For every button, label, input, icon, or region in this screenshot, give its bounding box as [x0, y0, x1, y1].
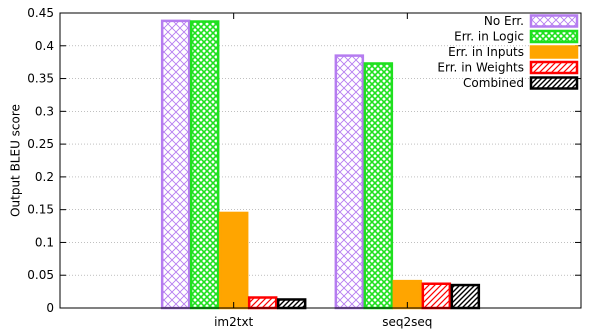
legend-label: Err. in Logic	[454, 30, 524, 44]
bar-im2txt-no-err	[160, 19, 191, 310]
y-tick-label: 0.2	[35, 170, 54, 184]
y-axis-label: Output BLEU score	[9, 104, 23, 217]
bar-im2txt-combined	[276, 298, 307, 310]
bar-seq2seq-err-in-weights	[421, 282, 452, 310]
y-tick-label: 0.45	[27, 6, 54, 20]
bar-seq2seq-err-in-logic	[363, 62, 394, 310]
plot-frame	[59, 12, 582, 309]
bar-im2txt-err-in-inputs	[218, 211, 249, 310]
y-tick-label: 0.4	[35, 39, 54, 53]
y-tick-label: 0.35	[27, 72, 54, 86]
bar-seq2seq-no-err	[334, 54, 365, 310]
legend-label: Combined	[463, 76, 524, 90]
y-tick-label: 0	[46, 301, 54, 315]
y-tick-label: 0.25	[27, 137, 54, 151]
legend-label: Err. in Weights	[437, 61, 524, 75]
y-tick-label: 0.15	[27, 203, 54, 217]
x-tick-label: im2txt	[214, 315, 253, 329]
legend-label: No Err.	[484, 14, 524, 28]
bar-im2txt-err-in-weights	[247, 296, 278, 310]
y-tick-label: 0.05	[27, 268, 54, 282]
legend-swatch	[529, 14, 579, 28]
y-axis-ticks: 0 0.05 0.1 0.15 0.2 0.25 0.3 0.35 0.4 0.45	[27, 6, 581, 315]
legend-swatch	[529, 76, 579, 90]
x-axis-ticks: im2txt seq2seq	[214, 13, 432, 329]
x-tick-label: seq2seq	[382, 315, 432, 329]
legend-swatch	[529, 45, 579, 59]
bars-group	[160, 19, 481, 310]
legend-swatch	[529, 60, 579, 75]
bar-seq2seq-combined	[450, 283, 481, 310]
bar-im2txt-err-in-logic	[189, 20, 220, 310]
y-tick-label: 0.3	[35, 104, 54, 118]
legend-swatch	[529, 29, 579, 44]
y-tick-label: 0.1	[35, 235, 54, 249]
legend-label: Err. in Inputs	[448, 45, 524, 59]
